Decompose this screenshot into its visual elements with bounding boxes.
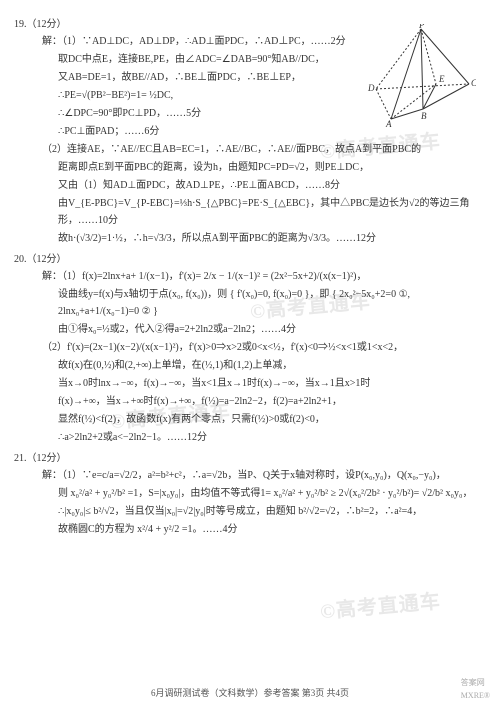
problem-21-header: 21.（12分） (14, 450, 486, 467)
vertex-e: E (438, 74, 445, 84)
vertex-d: D (367, 83, 375, 93)
p20-line: （2）f'(x)=(2x−1)(x−2)/(x(x−1)²)，f'(x)>0⇒x… (42, 339, 486, 356)
p21-line: ∴|x₀y₀|≤ b²/√2，当且仅当|x₀|=√2|y₀|时等号成立，由题知 … (58, 503, 486, 520)
p20-line: f(x)→+∞，当x→+∞时f(x)→+∞，f(½)=a−2ln2−2，f(2)… (58, 393, 486, 410)
vertex-p: P (418, 24, 425, 30)
p20-line: 解：（1）f(x)=2lnx+a+ 1/(x−1)，f'(x)= 2/x − 1… (42, 268, 486, 285)
p19-line: 故h·(√3/2)=1·½，∴h=√3/3，所以点A到平面PBC的距离为√3/3… (58, 230, 486, 247)
p19-line: 距离即点E到平面PBC的距离，设为h，由题知PC=PD=√2，则PE⊥DC， (58, 159, 486, 176)
watermark: ©高考直通车 (319, 585, 442, 629)
logo-text: MXRE® (461, 691, 490, 700)
footer-logo: 答案网 MXRE® (461, 676, 490, 703)
p19-line: （2）连接AE，∵AE//EC且AB=EC=1，∴AE//BC，∴AE//面PB… (42, 141, 486, 158)
vertex-c: C (471, 78, 476, 88)
p21-line: 则 x₀²/a² + y₀²/b² =1，S=|x₀y₀|，由均值不等式得1= … (58, 485, 486, 502)
p20-line: ∴a>2ln2+2或a<−2ln2−1。……12分 (58, 429, 486, 446)
pyramid-diagram: P A B C D E (361, 24, 476, 129)
vertex-a: A (385, 119, 392, 129)
problem-20-header: 20.（12分） (14, 251, 486, 268)
page-content: P A B C D E 19.（12分） 解：（1）∵AD⊥DC，AD⊥DP，∴… (14, 16, 486, 538)
p20-line: 当x→0时lnx→−∞，f(x)→−∞，当x<1且x→1时f(x)→−∞，当x→… (58, 375, 486, 392)
p21-line: 故椭圆C的方程为 x²/4 + y²/2 =1。……4分 (58, 521, 486, 538)
p21-line: 解：（1）∵e=c/a=√2/2，a²=b²+c²，∴a=√2b，当P、Q关于x… (42, 467, 486, 484)
p20-line: 显然f(½)<f(2)，故函数f(x)有两个零点，只需f(½)>0或f(2)<0… (58, 411, 486, 428)
p19-line: 由V_{E-PBC}=V_{P-EBC}=⅓h·S_{△PBC}=PE·S_{△… (58, 195, 486, 229)
page-footer: 6月调研测试卷（文科数学）参考答案 第3页 共4页 (0, 686, 500, 701)
p20-line: 设曲线y=f(x)与x轴切于点(x₀, f(x₀))，则 { f'(x₀)=0,… (58, 286, 486, 320)
p20-line: 故f(x)在(0,½)和(2,+∞)上单增，在(½,1)和(1,2)上单减， (58, 357, 486, 374)
p20-line: 由①得x₀=½或2，代入②得a=2+2ln2或a−2ln2；……4分 (58, 321, 486, 338)
vertex-b: B (421, 111, 427, 121)
p19-line: 又由（1）知AD⊥面PDC，故AD⊥PE，∴PE⊥面ABCD，……8分 (58, 177, 486, 194)
logo-text: 答案网 (461, 678, 485, 687)
